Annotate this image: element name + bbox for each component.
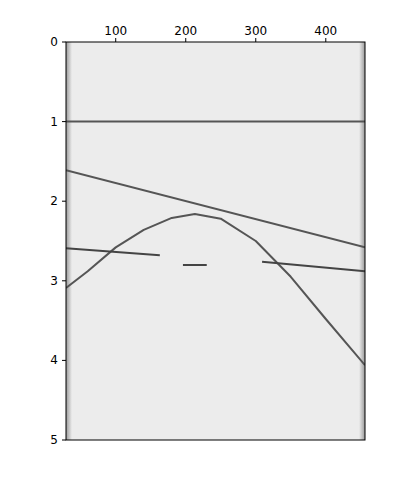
y-tick	[62, 440, 66, 441]
event-line	[66, 121, 365, 123]
y-tick	[62, 360, 66, 361]
y-tick	[62, 42, 66, 43]
x-tick	[115, 38, 116, 42]
x-tick-label: 100	[104, 24, 127, 38]
x-tick-label: 400	[314, 24, 337, 38]
y-tick-label: 2	[50, 194, 58, 208]
plot-frame	[66, 42, 365, 440]
event-line	[66, 248, 365, 271]
y-tick	[62, 201, 66, 202]
event-line	[66, 214, 365, 365]
x-tick	[255, 38, 256, 42]
x-tick-label: 200	[174, 24, 197, 38]
y-tick-label: 5	[50, 433, 58, 447]
y-tick-label: 1	[50, 115, 58, 129]
y-tick-label: 0	[50, 35, 58, 49]
x-tick	[325, 38, 326, 42]
x-tick-label: 300	[244, 24, 267, 38]
y-tick	[62, 280, 66, 281]
data-group	[66, 122, 365, 366]
y-tick-label: 4	[50, 353, 58, 367]
y-tick	[62, 121, 66, 122]
y-tick-label: 3	[50, 274, 58, 288]
plot-background	[66, 42, 365, 440]
chart: 100 200 300 400 0 1 2 3 4 5	[0, 0, 409, 497]
event-line	[66, 170, 365, 247]
x-tick	[185, 38, 186, 42]
